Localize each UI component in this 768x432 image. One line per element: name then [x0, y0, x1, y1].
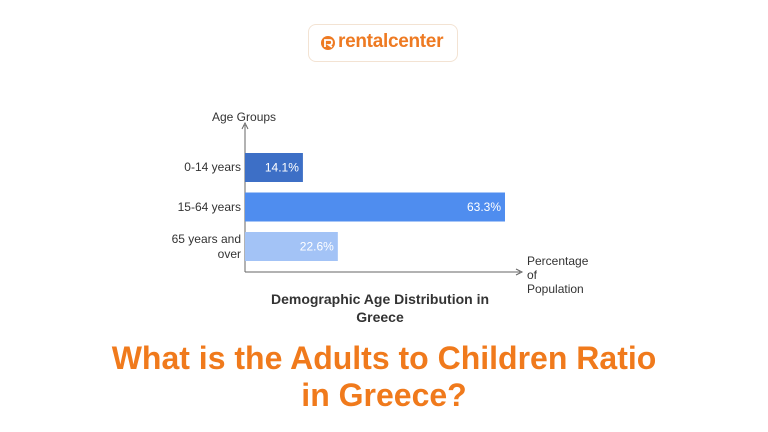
headline: What is the Adults to Children Ratio in … — [111, 340, 657, 413]
y-axis-label: Age Groups — [212, 110, 277, 124]
bar — [245, 192, 505, 222]
y-tick-label: 15-64 years — [177, 199, 241, 214]
value-label: 22.6% — [300, 240, 334, 254]
bar — [245, 153, 303, 182]
bar — [245, 232, 338, 261]
logo-text: rentalcenter — [338, 31, 444, 52]
value-label: 14.1% — [265, 161, 299, 175]
logo-icon — [321, 36, 335, 50]
value-label: 63.3% — [467, 200, 501, 214]
y-tick-label: 65 years and over — [171, 231, 241, 261]
chart-title: Demographic Age Distribution in Greece — [270, 291, 490, 325]
y-axis-arrow — [241, 121, 249, 130]
x-axis-arrow — [515, 268, 524, 276]
x-axis-label: Percentage of Population — [527, 254, 589, 296]
y-tick-label: 0-14 years — [184, 160, 241, 174]
